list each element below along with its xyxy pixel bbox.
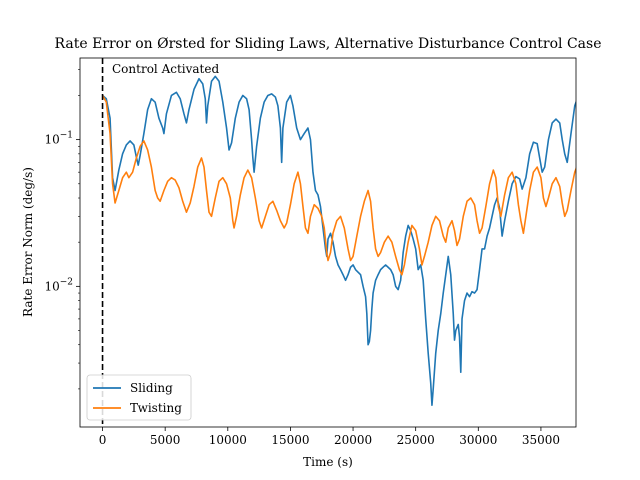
x-tick-label: 5000 [150,433,181,447]
legend-label-sliding: Sliding [130,381,173,395]
series-line-sliding [102,75,576,406]
y-tick-label: 10−1 [44,131,73,147]
x-tick-label: 10000 [209,433,247,447]
legend-label-twisting: Twisting [130,401,182,415]
control-activated-annotation: Control Activated [112,62,219,76]
x-tick-label: 0 [99,433,107,447]
x-axis-label: Time (s) [303,455,353,469]
y-tick-label: 10−2 [44,277,73,293]
plot-frame [79,57,577,428]
x-tick-label: 15000 [271,433,309,447]
x-tick-label: 20000 [334,433,372,447]
plot-area [101,58,576,427]
x-tick-label: 25000 [397,433,435,447]
axes: 0 5000 10000 15000 20000 25000 30000 35000 10−2 1… [44,57,577,447]
legend: Sliding Twisting [86,374,192,421]
x-tick-label: 35000 [522,433,560,447]
x-tick-label: 30000 [459,433,497,447]
chart-title: Rate Error on Ørsted for Sliding Laws, A… [55,36,602,52]
y-axis-label: Rate Error Norm (deg/s) [21,167,35,317]
series-line-twisting [101,95,576,276]
